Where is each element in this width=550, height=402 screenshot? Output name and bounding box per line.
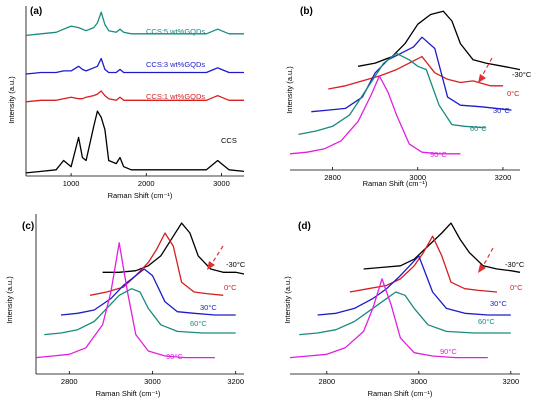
panel-d: (d) Intensity (a.u.) Raman Shift (cm⁻¹) …: [283, 221, 525, 398]
panel-b-traces: [289, 10, 521, 155]
panel-c-xtick-label: 3000: [144, 377, 161, 386]
panel-d-trace-magenta: [289, 278, 488, 359]
panel-c-trace-red: [89, 232, 224, 296]
panel-b-xtick-label: 3200: [495, 173, 512, 182]
panel-a-label-3wt: CCS:3 wt%GQDs: [146, 60, 205, 69]
panel-a-letter: (a): [30, 6, 42, 17]
panel-c-trace-magenta: [35, 242, 215, 359]
panel-c-trace-blue: [60, 268, 236, 316]
panel-b-label-m30: -30°C: [512, 70, 532, 79]
panel-a-label-5wt: CCS:5 wt%GQDs: [146, 27, 205, 36]
panel-b-xlabel: Raman Shift (cm⁻¹): [363, 179, 428, 188]
panel-d-trace-teal: [299, 291, 511, 336]
panel-b-ylabel: Intensity (a.u.): [285, 66, 294, 114]
panel-d-trace-blue: [317, 255, 511, 316]
panel-c-traces: [35, 222, 245, 359]
panel-d-label-90: 90°C: [440, 347, 457, 356]
panel-d-letter: (d): [298, 221, 311, 232]
panel-b-ticks: 2800 3000 3200: [324, 167, 511, 182]
panel-b-trace-black: [357, 10, 521, 71]
panel-c-label-0: 0°C: [224, 283, 237, 292]
panel-c-label-90: 90°C: [166, 352, 183, 361]
panel-a-trace-black: [25, 110, 245, 174]
panel-b: (b) Intensity (a.u.) Raman Shift (cm⁻¹) …: [285, 6, 532, 188]
panel-a-trace-blue: [25, 57, 244, 75]
panel-d-arrow: [478, 247, 494, 273]
panel-a-xtick-label: 3000: [213, 179, 230, 188]
panel-d-traces: [289, 222, 521, 359]
panel-c-label-30: 30°C: [200, 303, 217, 312]
panel-c-ylabel: Intensity (a.u.): [5, 276, 14, 324]
panel-a-xtick-label: 2000: [138, 179, 155, 188]
panel-b-label-90: 90°C: [430, 150, 447, 159]
panel-c-trace-teal: [44, 288, 236, 336]
panel-a-ylabel: Intensity (a.u.): [7, 76, 16, 124]
panel-b-label-30: 30°C: [493, 106, 510, 115]
panel-b-trace-teal: [298, 52, 486, 136]
panel-d-label-60: 60°C: [478, 317, 495, 326]
panel-c-ticks: 2800 3000 3200: [61, 371, 244, 386]
panel-c-trace-black: [102, 222, 245, 275]
panel-a-label-ccs: CCS: [221, 136, 237, 145]
panel-d-ylabel: Intensity (a.u.): [283, 276, 292, 324]
panel-a-label-1wt: CCS:1 wt%GQDs: [146, 92, 205, 101]
panel-c-label-m30: -30°C: [226, 260, 246, 269]
panel-b-xtick-label: 2800: [324, 173, 341, 182]
panel-c-letter: (c): [22, 221, 34, 232]
panel-a-trace-red: [25, 90, 244, 103]
panel-d-xtick-label: 3200: [502, 377, 519, 386]
panel-a-trace-teal: [25, 11, 244, 37]
panel-d-trace-black: [363, 222, 521, 273]
panel-b-xtick-label: 3000: [409, 173, 426, 182]
panel-d-ticks: 2800 3000 3200: [318, 371, 519, 386]
panel-b-trace-red: [328, 55, 503, 90]
panel-d-xlabel: Raman Shift (cm⁻¹): [368, 389, 433, 398]
panel-d-label-0: 0°C: [510, 283, 523, 292]
panel-c-arrow: [207, 245, 224, 270]
panel-a: (a) Intensity (a.u.) Raman Shift (cm⁻¹) …: [7, 6, 245, 200]
panel-b-letter: (b): [300, 6, 313, 17]
panel-b-trace-magenta: [289, 75, 461, 155]
panel-b-arrow: [478, 57, 493, 83]
panel-b-label-0: 0°C: [507, 89, 520, 98]
panel-a-xlabel: Raman Shift (cm⁻¹): [108, 191, 173, 200]
panel-a-traces: [25, 11, 245, 174]
panel-d-xtick-label: 2800: [318, 377, 335, 386]
panel-d-label-30: 30°C: [490, 299, 507, 308]
panel-c: (c) Intensity (a.u.) Raman Shift (cm⁻¹) …: [5, 214, 246, 398]
panel-d-label-m30: -30°C: [505, 260, 525, 269]
panel-c-xtick-label: 2800: [61, 377, 78, 386]
panel-c-label-60: 60°C: [190, 319, 207, 328]
panel-c-xlabel: Raman Shift (cm⁻¹): [96, 389, 161, 398]
panel-d-xtick-label: 3000: [410, 377, 427, 386]
panel-a-ticks: 1000 2000 3000: [63, 173, 230, 188]
panel-a-xtick-label: 1000: [63, 179, 80, 188]
panel-b-label-60: 60°C: [470, 124, 487, 133]
panel-d-trace-red: [349, 235, 498, 293]
panel-b-trace-blue: [311, 36, 512, 113]
panel-c-xtick-label: 3200: [227, 377, 244, 386]
